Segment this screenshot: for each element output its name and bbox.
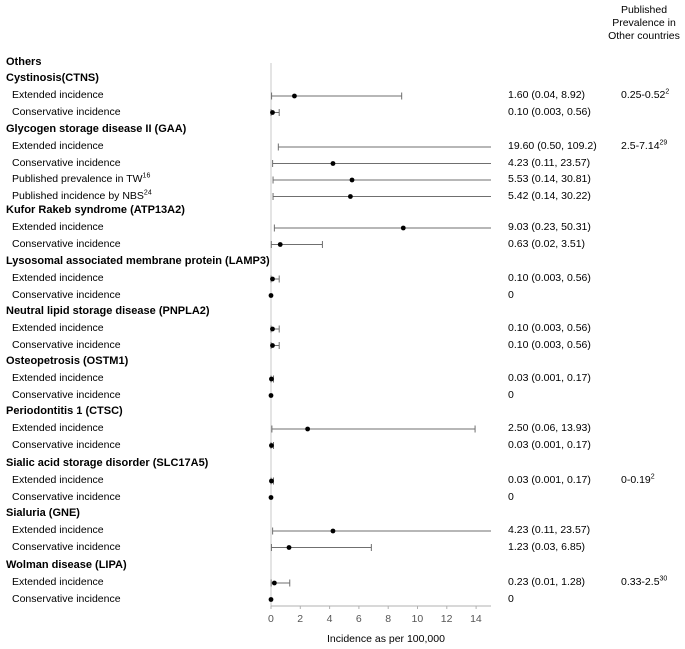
point-estimate — [268, 597, 274, 602]
estimate-text: 0 — [508, 388, 514, 401]
point-estimate — [270, 343, 275, 348]
estimate-text: 0.10 (0.003, 0.56) — [508, 105, 591, 118]
x-tick-label: 6 — [355, 613, 362, 625]
group-title: Osteopetrosis (OSTM1) — [6, 355, 129, 367]
row-label: Conservative incidence — [12, 540, 121, 553]
group-title: Wolman disease (LIPA) — [6, 559, 127, 571]
row-label: Conservative incidence — [12, 156, 121, 169]
row-label: Extended incidence — [12, 89, 104, 101]
published-prevalence-header: Published Prevalence in Other countries — [604, 4, 684, 43]
point-estimate — [268, 293, 274, 298]
estimate-text: 4.23 (0.11, 23.57) — [508, 524, 591, 536]
estimate-text: 0.10 (0.003, 0.56) — [508, 272, 591, 284]
estimate-text: 0.10 (0.003, 0.56) — [508, 338, 591, 351]
estimate-text: 0.03 (0.001, 0.17) — [508, 438, 591, 451]
group-title: Kufor Rakeb syndrome (ATP13A2) — [6, 204, 185, 216]
estimate-text: 1.23 (0.03, 6.85) — [508, 540, 586, 553]
point-estimate — [268, 495, 274, 500]
point-estimate — [286, 545, 292, 550]
row-label: Extended incidence — [12, 474, 104, 486]
row-label: Conservative incidence — [12, 288, 121, 301]
published-prevalence: 0.25-0.522 — [621, 88, 670, 101]
row-label: Extended incidence — [12, 272, 104, 284]
group-title: Glycogen storage disease II (GAA) — [6, 123, 187, 135]
point-estimate — [330, 161, 336, 166]
row-label: Conservative incidence — [12, 490, 121, 503]
point-estimate — [277, 242, 283, 247]
estimate-text: 2.50 (0.06, 13.93) — [508, 422, 591, 434]
point-estimate — [269, 443, 274, 448]
point-estimate — [271, 580, 277, 586]
x-axis-label: Incidence as per 100,000 — [327, 633, 445, 645]
point-estimate — [348, 194, 353, 199]
row-label: Extended incidence — [12, 422, 104, 434]
point-estimate — [292, 93, 297, 99]
row-label: Conservative incidence — [12, 338, 121, 351]
x-tick-label: 0 — [268, 613, 274, 625]
section-title: Others — [6, 56, 42, 68]
row-label: Conservative incidence — [12, 105, 121, 118]
estimate-text: 0 — [508, 592, 514, 605]
group-title: Sialic acid storage disorder (SLC17A5) — [6, 457, 209, 469]
group-title: Periodontitis 1 (CTSC) — [6, 405, 123, 417]
estimate-text: 0.23 (0.01, 1.28) — [508, 576, 586, 588]
published-prevalence: 0.33-2.530 — [621, 575, 668, 588]
row-label: Published incidence by NBS24 — [12, 189, 152, 202]
row-label: Conservative incidence — [12, 438, 121, 451]
x-tick-label: 2 — [297, 613, 304, 625]
row-label: Published prevalence in TW16 — [12, 172, 151, 185]
group-title: Neutral lipid storage disease (PNPLA2) — [6, 305, 210, 317]
row-label: Conservative incidence — [12, 592, 121, 605]
published-prevalence-header-line1: Published — [620, 4, 668, 16]
estimate-text: 19.60 (0.50, 109.2) — [508, 140, 597, 152]
point-estimate — [270, 110, 275, 115]
estimate-text: 0 — [508, 490, 514, 503]
row-label: Extended incidence — [12, 576, 104, 588]
row-label: Extended incidence — [12, 140, 104, 152]
point-estimate — [268, 393, 274, 398]
row-label: Conservative incidence — [12, 388, 121, 401]
published-prevalence: 0-0.192 — [621, 473, 655, 486]
published-prevalence-header-line3: Other countries — [608, 30, 680, 43]
x-tick-label: 8 — [385, 613, 392, 625]
published-prevalence-header-line2: Prevalence in — [612, 17, 676, 30]
row-label: Extended incidence — [12, 524, 104, 536]
published-prevalence: 2.5-7.1429 — [621, 139, 668, 152]
estimate-text: 9.03 (0.23, 50.31) — [508, 221, 591, 233]
estimate-text: 0.63 (0.02, 3.51) — [508, 237, 586, 250]
group-title: Sialuria (GNE) — [6, 507, 80, 519]
point-estimate — [305, 426, 311, 432]
x-tick-label: 4 — [326, 613, 333, 625]
estimate-text: 4.23 (0.11, 23.57) — [508, 156, 591, 169]
estimate-text: 0.03 (0.001, 0.17) — [508, 372, 591, 384]
estimate-text: 0.03 (0.001, 0.17) — [508, 474, 591, 486]
x-tick-label: 12 — [440, 613, 453, 625]
point-estimate — [269, 376, 274, 382]
row-label: Extended incidence — [12, 322, 104, 334]
estimate-text: 5.53 (0.14, 30.81) — [508, 173, 591, 185]
point-estimate — [269, 478, 274, 484]
point-estimate — [400, 225, 406, 231]
estimate-text: 5.42 (0.14, 30.22) — [508, 189, 591, 202]
row-label: Extended incidence — [12, 372, 104, 384]
x-tick-label: 10 — [411, 613, 424, 625]
row-label: Extended incidence — [12, 221, 104, 233]
group-title: Cystinosis(CTNS) — [6, 72, 99, 84]
point-estimate — [330, 528, 336, 534]
group-title: Lysosomal associated membrane protein (L… — [6, 255, 270, 267]
point-estimate — [270, 326, 275, 332]
row-label: Conservative incidence — [12, 237, 121, 250]
point-estimate — [349, 177, 355, 183]
x-tick-label: 14 — [470, 613, 482, 625]
estimate-text: 0 — [508, 288, 514, 301]
estimate-text: 1.60 (0.04, 8.92) — [508, 89, 586, 101]
point-estimate — [270, 276, 275, 282]
estimate-text: 0.10 (0.003, 0.56) — [508, 322, 591, 334]
